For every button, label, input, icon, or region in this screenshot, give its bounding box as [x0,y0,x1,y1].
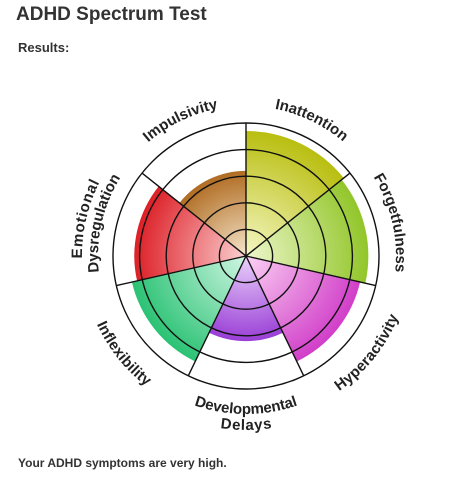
grid-spoke [245,255,305,377]
category-label-developmental-delays-1: Developmental [193,393,299,418]
grid-spoke [116,255,247,287]
results-label: Results: [18,40,70,55]
grid-spoke [187,255,247,377]
sector-inflexibility [131,256,246,362]
grid-spoke [245,172,351,257]
sector-hyperactivity [246,256,361,362]
sector-developmental-delays [209,256,283,342]
sector-forgetfulness [246,179,369,284]
category-label-developmental-delays-2: Delays [220,415,273,434]
category-label-hyperactivity: Hyperactivity [331,311,402,394]
category-label-inflexibility: Inflexibility [93,319,155,390]
category-label-forgetfulness: Forgetfulness [370,170,409,273]
adhd-spectrum-wheel: InattentionForgetfulnessHyperactivityDev… [69,96,409,434]
sector-emotional-dysregulation [134,186,246,281]
category-label-impulsivity: Impulsivity [140,96,220,146]
results-summary: Your ADHD symptoms are very high. [18,456,227,470]
page-title: ADHD Spectrum Test [16,4,207,25]
grid-spoke [245,255,376,287]
grid-spoke [141,172,247,257]
